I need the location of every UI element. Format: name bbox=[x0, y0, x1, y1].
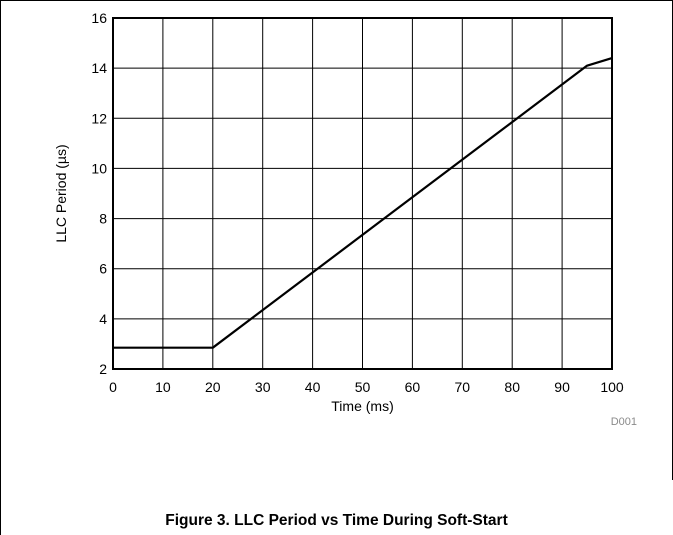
y-tick-label: 12 bbox=[91, 110, 107, 126]
x-tick-label: 20 bbox=[205, 379, 221, 395]
x-tick-label: 90 bbox=[554, 379, 570, 395]
line-chart: 0 10 20 30 40 50 60 70 80 90 100 2 4 6 8 10 12 14 16 Time… bbox=[0, 0, 673, 500]
figure-code-label: D001 bbox=[611, 416, 637, 428]
x-tick-label: 40 bbox=[305, 379, 321, 395]
y-axis-title: LLC Period (µs) bbox=[53, 144, 69, 242]
y-tick-label: 16 bbox=[91, 10, 107, 26]
figure-caption: Figure 3. LLC Period vs Time During Soft… bbox=[0, 512, 673, 530]
x-tick-label: 50 bbox=[355, 379, 371, 395]
y-tick-label: 10 bbox=[91, 160, 107, 176]
y-tick-label: 4 bbox=[99, 311, 107, 327]
y-tick-label: 2 bbox=[99, 361, 107, 377]
y-tick-labels: 2 4 6 8 10 12 14 16 bbox=[91, 10, 107, 377]
x-tick-label: 10 bbox=[155, 379, 171, 395]
x-axis-title: Time (ms) bbox=[331, 398, 393, 414]
x-tick-labels: 0 10 20 30 40 50 60 70 80 90 100 bbox=[109, 379, 624, 395]
x-tick-label: 60 bbox=[405, 379, 421, 395]
x-tick-label: 0 bbox=[109, 379, 117, 395]
x-tick-label: 80 bbox=[504, 379, 520, 395]
y-tick-label: 14 bbox=[91, 60, 107, 76]
x-tick-label: 70 bbox=[455, 379, 471, 395]
x-tick-label: 30 bbox=[255, 379, 271, 395]
x-tick-label: 100 bbox=[600, 379, 624, 395]
grid bbox=[113, 18, 612, 369]
y-tick-label: 8 bbox=[99, 211, 107, 227]
y-tick-label: 6 bbox=[99, 261, 107, 277]
